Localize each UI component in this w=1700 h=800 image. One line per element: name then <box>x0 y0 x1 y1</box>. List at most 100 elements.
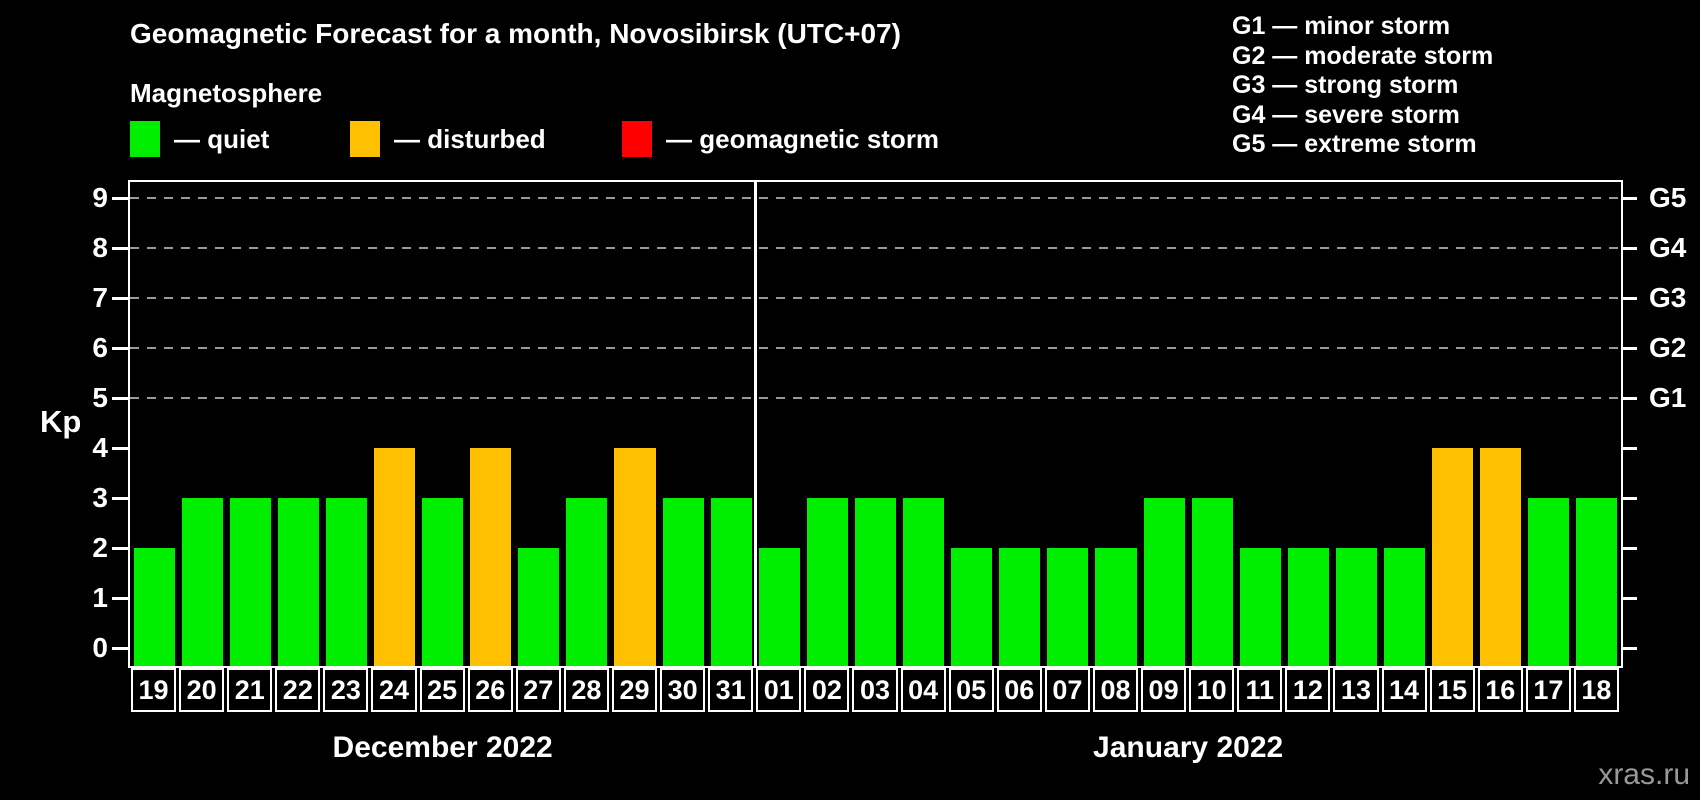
day-label-17: 17 <box>1525 668 1571 712</box>
y-axis-tick-left <box>112 296 128 300</box>
y-axis-label-5: 5 <box>92 382 108 413</box>
y-axis-tick-left <box>112 496 128 500</box>
y-axis-tick-left <box>112 196 128 200</box>
y-axis-tick-left <box>112 346 128 350</box>
day-label-08: 08 <box>1092 668 1139 712</box>
right-axis-tick <box>1621 446 1637 450</box>
right-axis-tick <box>1621 546 1637 550</box>
y-axis-label-9: 9 <box>92 182 108 213</box>
watermark: xras.ru <box>1598 758 1690 791</box>
gridline-kp8 <box>130 247 1621 249</box>
g1-legend-line: G1 — minor storm <box>1232 12 1451 40</box>
right-axis-tick <box>1621 346 1637 350</box>
day-label-13: 13 <box>1333 668 1379 712</box>
month-label: December 2022 <box>332 731 553 764</box>
legend-item-disturbed: — disturbed <box>350 120 546 158</box>
day-label-04: 04 <box>900 668 946 712</box>
day-label-16: 16 <box>1477 668 1523 712</box>
y-axis-label-1: 1 <box>92 582 108 613</box>
bar <box>1191 498 1233 666</box>
legend-label-storm: — geomagnetic storm <box>666 123 940 154</box>
bar <box>806 498 848 666</box>
bar <box>181 498 223 666</box>
gridline-kp6 <box>130 347 1621 349</box>
y-axis-tick-left <box>112 646 128 650</box>
bar <box>133 548 175 666</box>
y-axis-label-7: 7 <box>92 282 108 313</box>
right-axis-label-g1: G1 <box>1649 382 1687 413</box>
bar <box>951 548 993 666</box>
y-axis-label-8: 8 <box>92 232 108 263</box>
day-label-18: 18 <box>1573 668 1619 712</box>
day-label-15: 15 <box>1429 668 1475 712</box>
right-axis-label-g5: G5 <box>1649 182 1687 213</box>
bar <box>710 498 752 666</box>
bar <box>1528 498 1570 666</box>
day-label-30: 30 <box>660 668 706 712</box>
right-axis-label-g2: G2 <box>1649 332 1687 363</box>
right-axis-tick <box>1621 296 1637 300</box>
month-divider-line <box>753 182 757 666</box>
bar <box>325 498 367 666</box>
day-label-20: 20 <box>179 668 225 712</box>
bar <box>999 548 1041 666</box>
storm-color-swatch <box>622 121 652 157</box>
right-axis-tick <box>1621 246 1637 250</box>
day-label-21: 21 <box>227 668 273 712</box>
bar <box>758 548 800 666</box>
day-label-02: 02 <box>804 668 850 712</box>
right-axis-label-g3: G3 <box>1649 282 1687 313</box>
day-label-27: 27 <box>515 668 561 712</box>
magnetosphere-label: Magnetosphere <box>130 78 323 108</box>
day-label-26: 26 <box>467 668 513 712</box>
bar <box>903 498 945 666</box>
quiet-color-swatch <box>130 121 160 157</box>
bar <box>1047 548 1089 666</box>
y-axis-label-2: 2 <box>92 532 108 563</box>
legend-item-storm: — geomagnetic storm <box>622 120 939 158</box>
day-label-19: 19 <box>131 668 177 712</box>
day-label-23: 23 <box>323 668 369 712</box>
day-label-24: 24 <box>371 668 417 712</box>
day-label-14: 14 <box>1381 668 1427 712</box>
day-label-10: 10 <box>1189 668 1235 712</box>
month-label: January 2022 <box>1093 731 1284 764</box>
bar <box>518 548 560 666</box>
bar <box>373 448 416 666</box>
bar <box>854 498 897 666</box>
bar <box>470 448 512 666</box>
g2-legend-line: G2 — moderate storm <box>1232 41 1494 70</box>
y-axis-label-6: 6 <box>92 332 108 363</box>
right-axis-tick <box>1621 196 1637 200</box>
day-label-07: 07 <box>1044 668 1090 712</box>
y-axis-label-0: 0 <box>92 632 108 663</box>
bar <box>566 498 608 666</box>
gridline-kp7 <box>130 297 1621 299</box>
right-axis-label-g4: G4 <box>1649 232 1687 263</box>
right-axis-tick <box>1621 596 1637 600</box>
right-axis-tick <box>1621 496 1637 500</box>
y-axis-tick-left <box>112 446 128 450</box>
legend-label-disturbed: — disturbed <box>394 123 546 154</box>
disturbed-color-swatch <box>350 121 380 157</box>
chart-title: Geomagnetic Forecast for a month, Novosi… <box>130 18 901 49</box>
g3-legend-line: G3 — strong storm <box>1232 71 1459 99</box>
bar <box>1239 548 1281 666</box>
bar <box>1143 498 1185 666</box>
day-label-11: 11 <box>1237 668 1283 712</box>
day-label-28: 28 <box>563 668 609 712</box>
legend-label-quiet: — quiet <box>174 123 270 154</box>
y-axis-tick-left <box>112 396 128 400</box>
day-label-25: 25 <box>419 668 465 712</box>
gridline-kp5 <box>130 397 1621 399</box>
day-label-01: 01 <box>756 668 802 712</box>
bar <box>1095 548 1137 666</box>
y-axis-title: Kp <box>40 404 82 439</box>
day-label-05: 05 <box>948 668 994 712</box>
y-axis-label-3: 3 <box>92 482 108 513</box>
day-label-22: 22 <box>275 668 321 712</box>
right-axis-tick <box>1621 396 1637 400</box>
day-label-06: 06 <box>996 668 1042 712</box>
g5-legend-line: G5 — extreme storm <box>1232 130 1477 158</box>
